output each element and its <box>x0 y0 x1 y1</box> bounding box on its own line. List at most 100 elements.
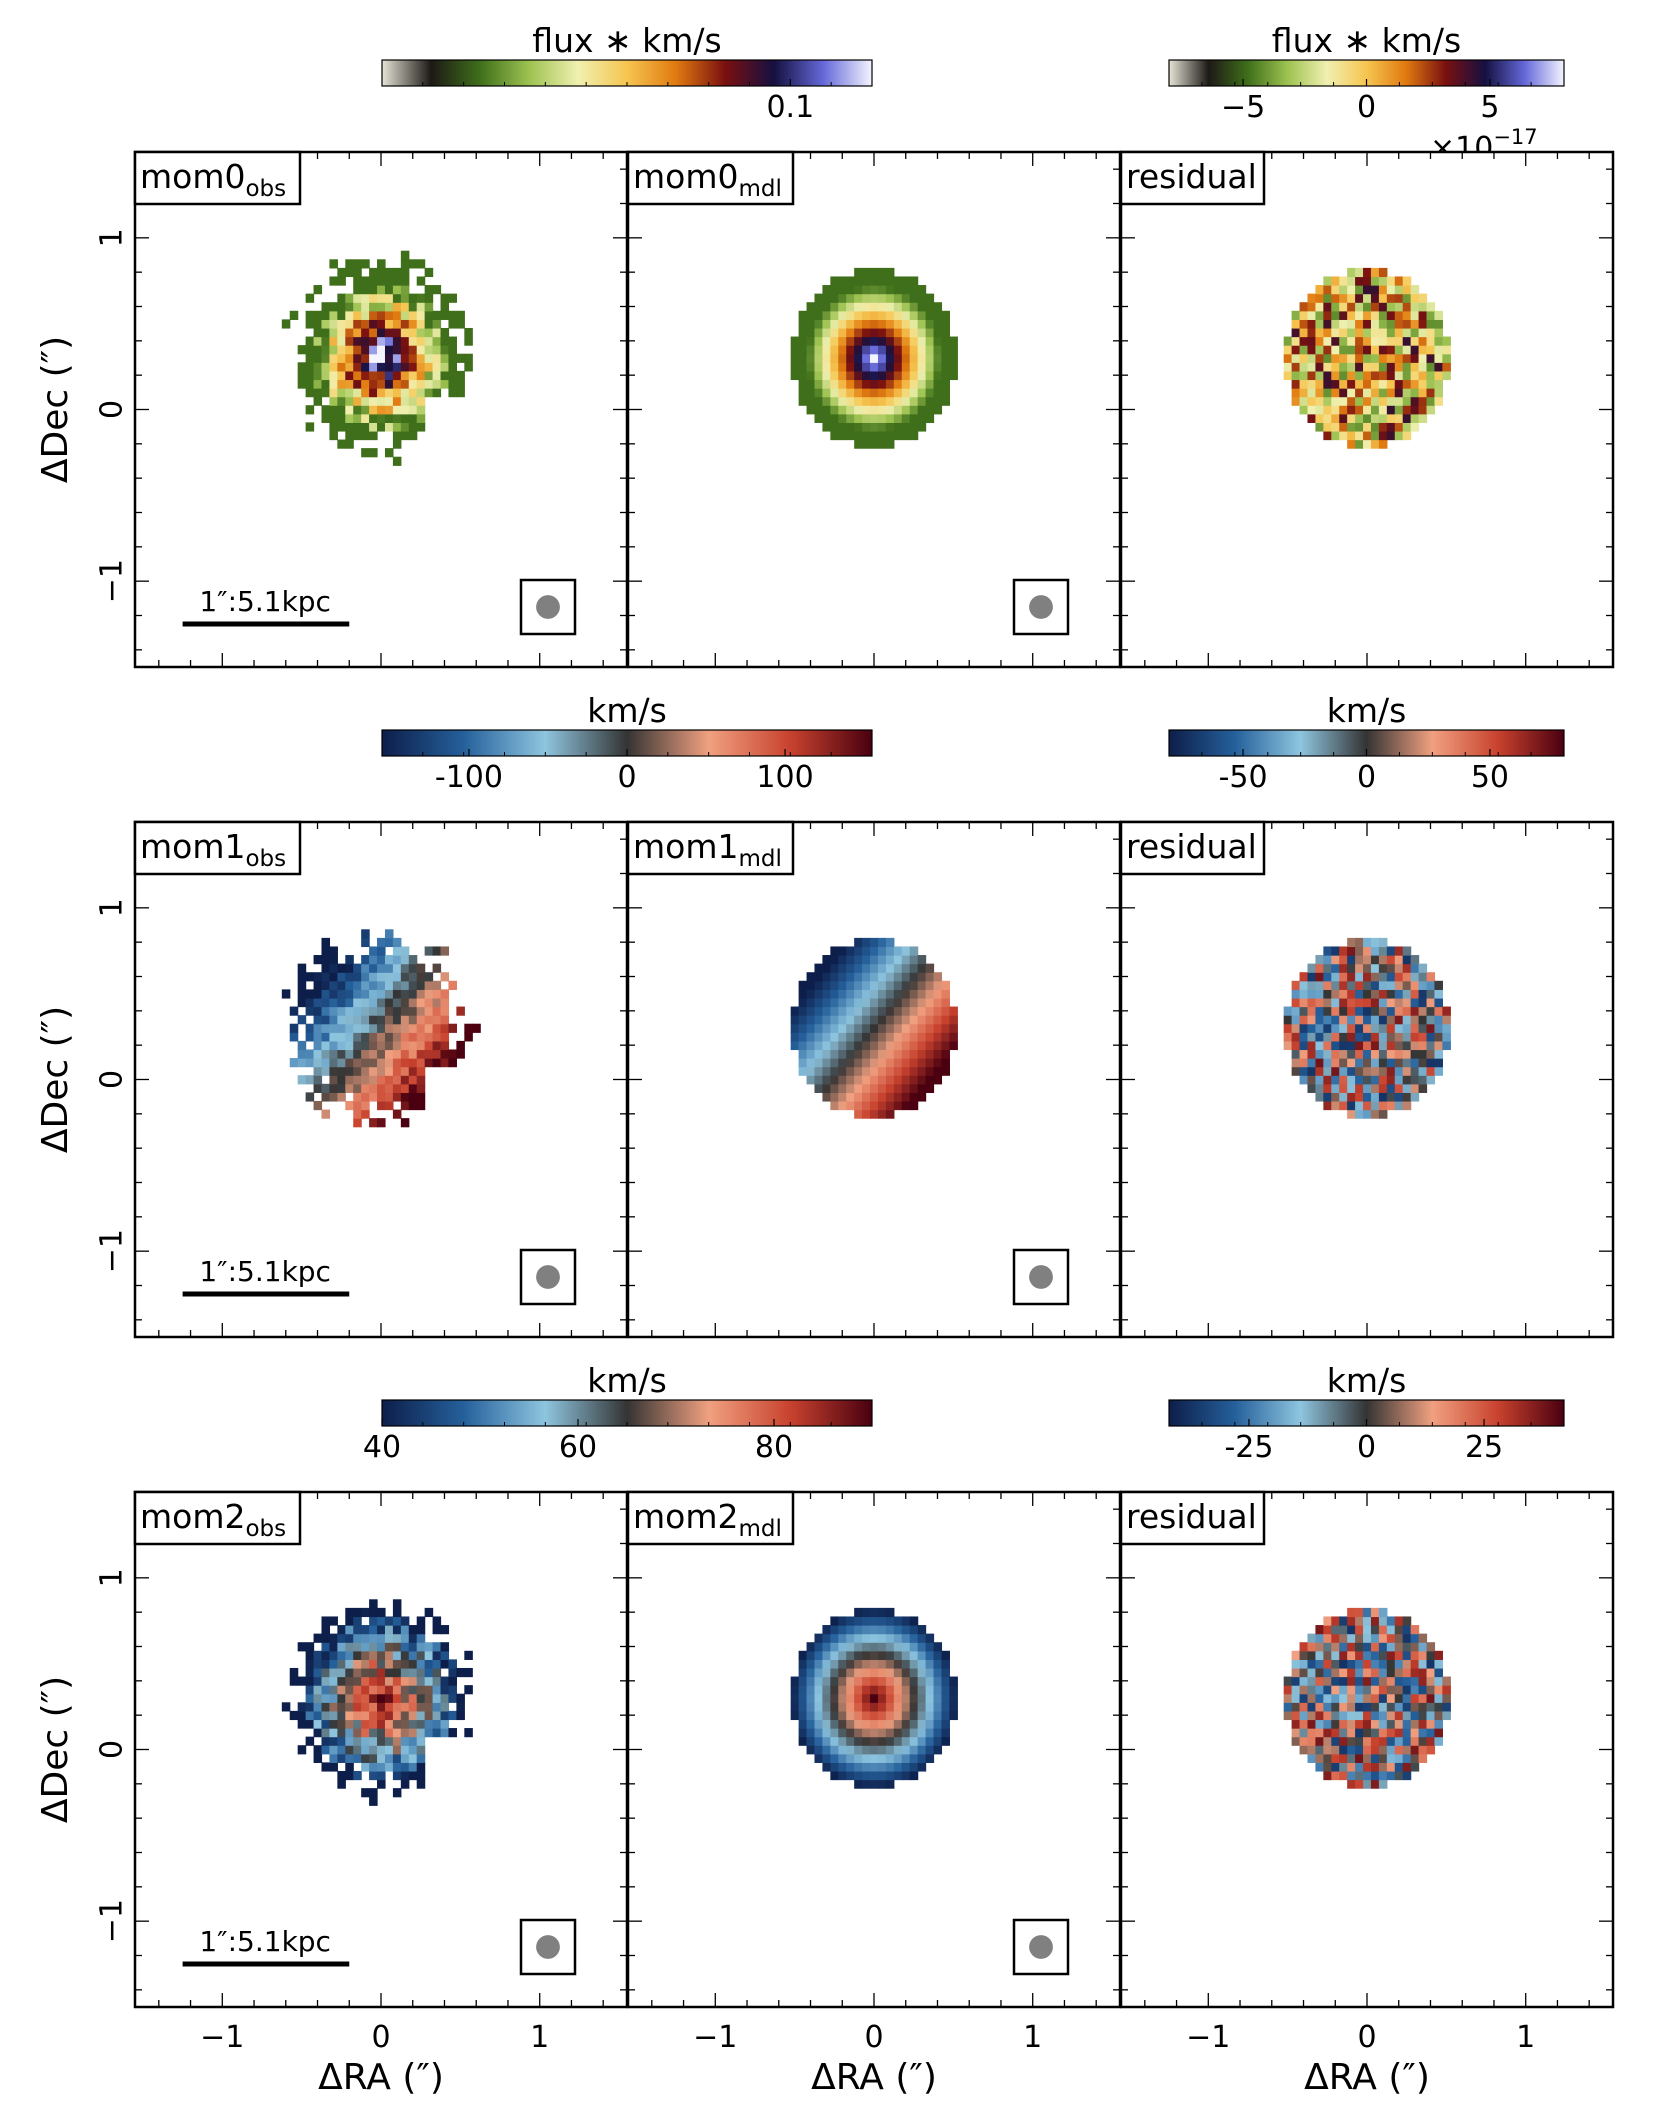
map-pixel <box>1331 1023 1340 1033</box>
map-pixel <box>830 430 839 441</box>
map-pixel <box>1386 1616 1396 1626</box>
map-pixel <box>846 1083 855 1093</box>
map-pixel <box>1402 1023 1412 1033</box>
map-pixel <box>1347 1083 1356 1093</box>
map-pixel <box>432 1702 442 1712</box>
panel-mom0-mdl: mom0mdl <box>626 150 1122 669</box>
map-pixel <box>933 1040 943 1051</box>
map-pixel <box>1299 1728 1309 1738</box>
map-pixel <box>901 1753 911 1763</box>
map-pixel <box>424 1642 434 1652</box>
map-pixel <box>1355 362 1364 372</box>
map-pixel <box>941 1719 950 1729</box>
map-pixel <box>862 310 871 320</box>
map-pixel <box>392 1625 402 1635</box>
map-pixel <box>1355 997 1364 1008</box>
map-pixel <box>456 353 465 363</box>
map-pixel <box>384 1702 394 1712</box>
map-pixel <box>345 319 354 329</box>
map-pixel <box>1347 405 1356 415</box>
map-pixel <box>345 1075 354 1085</box>
map-pixel <box>1402 1650 1412 1660</box>
map-pixel <box>432 946 442 956</box>
map-pixel <box>337 1702 346 1712</box>
map-pixel <box>400 319 410 329</box>
map-pixel <box>1315 353 1324 363</box>
map-pixel <box>1323 293 1332 303</box>
map-pixel <box>1378 937 1388 948</box>
map-pixel <box>846 422 855 432</box>
map-pixel <box>822 1650 831 1660</box>
map-pixel <box>1331 1659 1340 1669</box>
map-pixel <box>345 1745 354 1755</box>
map-pixel <box>1378 267 1388 278</box>
map-pixel <box>877 1023 887 1033</box>
map-pixel <box>400 345 410 355</box>
map-pixels <box>281 1599 473 1806</box>
map-pixel <box>369 1599 378 1609</box>
map-pixel <box>1339 302 1348 312</box>
map-pixel <box>830 310 839 320</box>
map-pixel <box>806 1685 816 1695</box>
map-pixel <box>925 1745 935 1755</box>
map-pixel <box>1355 980 1364 990</box>
map-pixel <box>1363 353 1372 363</box>
map-pixel <box>838 1625 847 1635</box>
map-pixel <box>949 1676 958 1686</box>
map-pixel <box>862 1058 871 1068</box>
map-pixel <box>392 370 402 381</box>
map-pixel <box>345 413 354 423</box>
map-pixel <box>345 430 354 441</box>
map-pixel <box>1386 319 1396 329</box>
map-pixel <box>1331 345 1340 355</box>
map-pixel <box>400 327 410 338</box>
map-pixel <box>1339 353 1348 363</box>
map-pixel <box>830 396 839 406</box>
map-pixel <box>369 413 378 423</box>
map-pixel <box>917 327 927 338</box>
map-pixel <box>1402 1642 1412 1652</box>
map-pixel <box>1370 379 1380 389</box>
map-pixel <box>846 1762 855 1772</box>
map-pixel <box>870 267 879 278</box>
map-pixel <box>838 1719 847 1729</box>
map-pixel <box>846 285 855 295</box>
map-pixel <box>289 310 299 320</box>
map-pixel <box>1307 336 1317 346</box>
map-pixel <box>1402 1728 1412 1738</box>
map-pixel <box>345 336 354 346</box>
map-pixel <box>353 362 362 372</box>
map-pixel <box>1299 1040 1309 1051</box>
map-pixel <box>329 1719 338 1729</box>
map-pixel <box>1339 946 1348 956</box>
panel-label-main: mom1 <box>140 827 245 866</box>
map-pixel <box>1410 1083 1420 1093</box>
map-pixel <box>870 1736 879 1746</box>
map-pixel <box>369 1728 378 1738</box>
map-pixel <box>909 345 919 355</box>
map-pixel <box>822 1023 831 1033</box>
map-pixel <box>838 285 847 295</box>
map-pixel <box>313 1049 323 1059</box>
map-pixel <box>297 1702 307 1712</box>
map-pixel <box>448 379 457 389</box>
map-pixel <box>1378 422 1388 432</box>
map-pixel <box>1418 1058 1428 1068</box>
map-pixel <box>345 1625 354 1635</box>
map-pixel <box>384 1083 394 1093</box>
map-pixel <box>377 1040 386 1051</box>
map-pixel <box>1331 1693 1340 1703</box>
y-tick-label: 1 <box>95 898 130 917</box>
map-pixel <box>870 946 879 956</box>
map-pixel <box>400 1015 410 1025</box>
map-pixel <box>846 1702 855 1712</box>
map-pixel <box>1331 327 1340 338</box>
map-pixel <box>1426 362 1436 372</box>
map-pixel <box>408 396 418 406</box>
map-pixel <box>830 293 839 303</box>
map-pixel <box>369 1659 378 1669</box>
map-pixel <box>1323 1710 1332 1721</box>
map-pixel <box>822 1058 831 1068</box>
map-pixel <box>369 1693 378 1703</box>
map-pixel <box>1402 1092 1412 1102</box>
